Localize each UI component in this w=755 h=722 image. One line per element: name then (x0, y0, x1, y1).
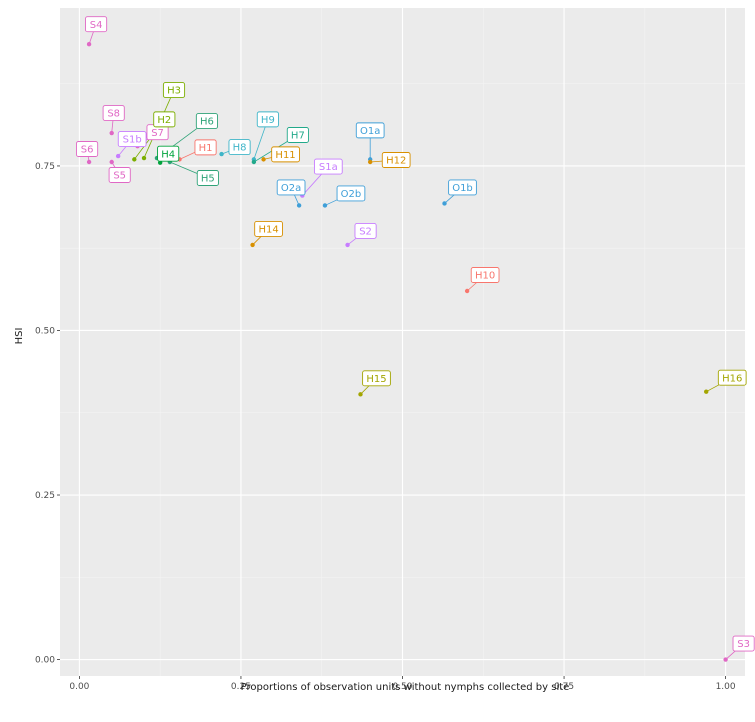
point-label-box (271, 146, 300, 163)
x-tick-label: 0.25 (231, 682, 251, 692)
point-label: S3 (737, 639, 750, 650)
point-label: H11 (275, 150, 295, 161)
point-label-box (162, 82, 186, 99)
point-label: H8 (233, 143, 247, 154)
data-point (442, 201, 447, 206)
data-point (109, 130, 114, 136)
y-axis-title: HSI (14, 328, 25, 345)
x-tick-label: 1.00 (716, 682, 736, 692)
point-label: H6 (200, 117, 214, 128)
x-axis-ticks: 0.00 0.25 0.50 0.75 1.00 (69, 676, 736, 692)
point-label-box (76, 141, 99, 157)
point-label-box (228, 139, 251, 156)
point-label-box (256, 111, 279, 128)
point-label-box (157, 145, 180, 162)
point-label: O2b (341, 189, 362, 200)
point-label-box (117, 131, 147, 148)
point-label: H5 (201, 174, 215, 185)
point-label: S6 (81, 145, 94, 156)
data-point (251, 159, 257, 165)
data-point (250, 242, 255, 248)
y-axis-ticks: 0.00 0.25 0.50 0.75 (35, 162, 60, 666)
point-label-box (108, 167, 131, 183)
point-label: H4 (161, 149, 175, 160)
point-label-box (470, 267, 500, 283)
data-point (345, 242, 350, 248)
data-point (322, 203, 328, 208)
point-label-box (313, 158, 343, 175)
x-tick-label: 0.50 (392, 682, 412, 692)
point-label: S5 (113, 171, 126, 182)
point-label: H3 (167, 86, 181, 97)
point-label-box (336, 185, 366, 202)
y-tick-label: 0.00 (35, 656, 55, 666)
point-label-box (355, 122, 385, 139)
point-label-box (381, 152, 411, 168)
point-label: H15 (366, 374, 386, 385)
x-tick-label: 0.75 (554, 682, 574, 692)
data-points (86, 41, 728, 662)
point-label: H10 (475, 271, 495, 282)
point-label: H2 (157, 115, 171, 126)
data-point (86, 159, 92, 165)
point-label-box (286, 127, 309, 143)
y-tick-label: 0.50 (35, 326, 55, 336)
point-label: S4 (90, 20, 103, 31)
point-label-box (102, 105, 125, 121)
point-label-box (717, 369, 747, 386)
point-label: S1a (319, 162, 338, 173)
point-label: O1b (452, 183, 473, 194)
data-point (219, 151, 224, 157)
point-label: O1a (360, 126, 380, 137)
point-label: H7 (291, 131, 305, 142)
point-labels: S4 S8 S7 S6 S5 S1b H3 H2 H4 H6 H5 H1 H8 H9 H7 H11 S1a O2a… (76, 16, 755, 652)
point-label: O2a (281, 183, 301, 194)
point-label-box (448, 179, 477, 196)
data-point (358, 392, 363, 397)
y-tick-label: 0.75 (35, 162, 55, 172)
point-label-box (732, 635, 755, 652)
data-point (115, 153, 121, 159)
point-label: S2 (359, 227, 372, 238)
data-point (109, 159, 114, 165)
data-point (723, 657, 728, 662)
data-point (86, 41, 92, 47)
point-label-box (195, 113, 218, 130)
data-point (367, 159, 373, 165)
y-tick-label: 0.25 (35, 491, 55, 501)
x-axis-title: Proportions of observation units without… (241, 682, 570, 693)
point-label-box (276, 179, 306, 196)
point-label-box (354, 222, 377, 239)
data-point (141, 155, 147, 161)
data-point (704, 389, 709, 394)
point-label-box (254, 220, 283, 237)
point-label: S7 (151, 128, 164, 139)
point-label-box (153, 111, 176, 128)
point-label: S8 (107, 109, 120, 120)
point-label-box (362, 370, 391, 387)
point-label: H14 (258, 225, 278, 236)
data-point (296, 203, 302, 208)
data-point (464, 288, 470, 294)
data-point (261, 157, 266, 162)
point-label: S1b (123, 135, 142, 146)
point-label-box (196, 170, 219, 186)
point-label: H9 (261, 115, 275, 126)
data-point (132, 157, 137, 162)
point-label-box (194, 139, 217, 156)
point-label: H12 (386, 156, 406, 167)
point-label-box (85, 16, 108, 33)
x-tick-label: 0.00 (69, 682, 89, 692)
point-label: H16 (722, 373, 742, 384)
point-label: H1 (199, 143, 213, 154)
